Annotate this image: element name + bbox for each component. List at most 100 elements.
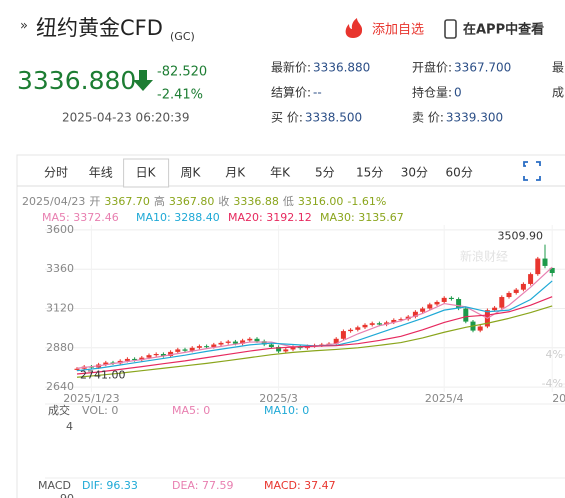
field-label: 持仓量: (412, 85, 452, 100)
candle-body (168, 351, 174, 356)
candle-body (189, 347, 195, 351)
candle-body (456, 299, 462, 309)
candle-body (463, 308, 469, 322)
candle-body (261, 341, 267, 345)
ohlc-info: 收 (218, 194, 229, 208)
x-tick-label: 2025/3 (259, 392, 298, 405)
field-label: 成 (552, 86, 564, 100)
ma-line (76, 296, 553, 375)
field-value: 3339.300 (446, 111, 503, 125)
ohlc-info: 3316.00 (298, 195, 344, 208)
candle-body (520, 283, 526, 290)
candle-body (499, 297, 505, 308)
candle-body (355, 327, 361, 330)
candle-body (513, 289, 519, 293)
fire-icon[interactable] (345, 18, 363, 38)
macd-label: DEA: 77.59 (172, 479, 233, 492)
field-label: 开盘价: (412, 60, 452, 75)
tab[interactable]: 60分 (446, 166, 473, 180)
ma-legend: MA10: 3288.40 (136, 211, 220, 224)
tab[interactable]: 年K (270, 166, 291, 180)
candle-body (398, 319, 404, 321)
tab[interactable]: 30分 (401, 166, 428, 180)
candle-body (283, 349, 289, 352)
chart-panel (16, 154, 565, 498)
candle-body (218, 342, 224, 345)
active-tab (123, 158, 170, 188)
ma-legend: MA30: 3135.67 (320, 211, 404, 224)
candle-body (74, 368, 80, 370)
ohlc-info: -1.61% (347, 195, 386, 208)
field-label: 最新价: (271, 60, 311, 75)
vol-label: VOL: 0 (82, 404, 118, 417)
y-tick-label: 2880 (46, 341, 74, 354)
candle-body (477, 326, 483, 331)
fullscreen-icon[interactable] (523, 161, 541, 181)
candle-body (196, 346, 202, 348)
tab[interactable]: 日K (136, 166, 157, 180)
candle-body (333, 338, 339, 344)
candle-body (240, 340, 246, 344)
candle-body (427, 304, 433, 309)
vol-label: MA5: 0 (172, 404, 210, 417)
candle-body (268, 344, 274, 347)
candle-body (492, 307, 498, 311)
x-tick-label: 2025/4/23 (552, 392, 565, 405)
field-label: 结算价: (271, 85, 311, 100)
candle-body (204, 346, 210, 348)
ohlc-info: 低 (283, 195, 294, 208)
candle-body (276, 346, 282, 352)
open-app[interactable]: 在APP中查看 (463, 22, 544, 38)
candle-body (182, 349, 188, 351)
tab[interactable]: 月K (225, 166, 246, 180)
ma-line (76, 305, 553, 378)
change-pct: -2.41% (157, 88, 203, 103)
candle-body (146, 355, 152, 358)
field-value: 0 (454, 86, 462, 100)
tab[interactable]: 15分 (356, 166, 383, 180)
bullet: » (20, 19, 28, 34)
candle-body (369, 323, 375, 325)
ohlc-info: 3367.80 (169, 195, 215, 208)
tab[interactable]: 年线 (89, 166, 113, 180)
field-value: 3367.700 (454, 61, 511, 75)
candle-body (103, 362, 109, 365)
price: 3336.880 (17, 66, 136, 95)
ma-line (76, 266, 553, 369)
ohlc-info: 3336.88 (233, 195, 279, 208)
y-tick-label: 3600 (46, 223, 74, 236)
add-watch[interactable]: 添加自选 (372, 23, 424, 38)
ohlc-info: 高 (154, 194, 165, 208)
ma-legend: MA5: 3372.46 (42, 211, 119, 224)
code: (GC) (170, 30, 195, 43)
vol-unit: 4 (66, 420, 73, 433)
watermark: 新浪财经 (460, 249, 508, 264)
field-label: 最 (552, 61, 564, 75)
candle-body (391, 319, 397, 323)
tab[interactable]: 5分 (315, 166, 335, 180)
candle-body (175, 349, 181, 352)
candle-body (232, 341, 238, 344)
phone-icon[interactable] (444, 19, 457, 39)
change: -82.520 (157, 65, 207, 80)
candle-body (376, 323, 382, 325)
down-arrow (133, 70, 153, 91)
x-tick-label: 2025/4 (425, 392, 464, 405)
candle-body (362, 324, 368, 328)
tab[interactable]: 周K (180, 166, 201, 180)
candle-body (412, 311, 418, 317)
candle-body (340, 331, 346, 339)
tab[interactable]: 分时 (44, 166, 68, 180)
candle-body (535, 258, 541, 275)
candle-body (160, 354, 166, 356)
y-tick-label: 3360 (46, 262, 74, 275)
vol-title: 成交 (48, 403, 70, 417)
macd-label: DIF: 96.33 (82, 479, 138, 492)
candle-body (528, 274, 534, 284)
candle-body (139, 357, 145, 361)
ma-legend: MA20: 3192.12 (228, 211, 312, 224)
ohlc-info: 3367.70 (104, 195, 150, 208)
